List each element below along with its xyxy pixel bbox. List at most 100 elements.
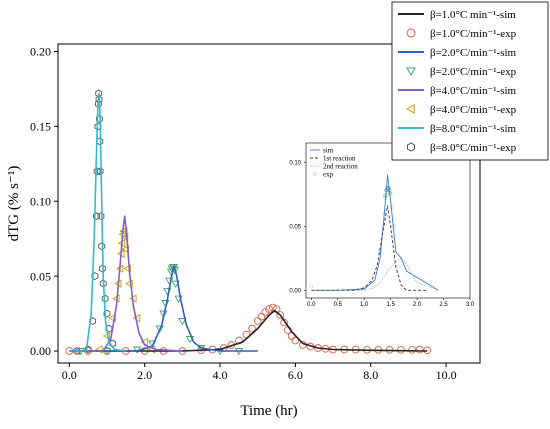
- inset-series-3-point: [309, 284, 314, 289]
- main-series-7-point: [93, 167, 101, 176]
- inset-series-1-line: [311, 205, 428, 291]
- legend-label: β=8.0°C/min⁻¹-sim: [430, 123, 517, 135]
- main-series-7-point: [96, 167, 104, 176]
- main-series-1-point: [291, 336, 300, 345]
- inset-legend-item: 2nd reaction: [310, 162, 358, 170]
- legend-swatch-marker: [405, 104, 415, 114]
- inset-background: [305, 142, 471, 299]
- main-series-4-line: [69, 215, 183, 352]
- legend-box: [391, 1, 549, 161]
- main-series-7-point: [73, 347, 81, 355]
- main-x-tick-label: 2.0: [137, 368, 152, 382]
- inset-y-tick-label: 0.00: [289, 288, 301, 294]
- main-y-tick-label: 0.00: [30, 344, 51, 358]
- main-series-7-point: [98, 242, 106, 251]
- legend-item: β=8.0°C/min⁻¹-sim: [398, 123, 517, 135]
- main-x-tick-label: 8.0: [363, 368, 378, 382]
- main-series-3-point: [185, 336, 195, 344]
- inset-legend-label: exp: [323, 170, 334, 178]
- inset-series-2-line: [311, 257, 439, 291]
- inset-x-tick-label: 1.0: [360, 302, 369, 308]
- legend-item: β=1.0°C/min⁻¹-exp: [406, 28, 517, 40]
- main-series-5-point: [108, 313, 116, 323]
- main-series-7-point: [103, 309, 111, 318]
- main-series-1-point: [397, 345, 405, 354]
- legend-item: β=8.0°C/min⁻¹-exp: [407, 142, 517, 154]
- main-series-3-point: [178, 318, 187, 326]
- main-series-5-point: [123, 264, 131, 273]
- inset-x-tick-label: 3.0: [466, 302, 475, 308]
- main-series-1-point: [257, 312, 266, 321]
- inset-series-0-line: [311, 174, 439, 291]
- main-plot-area: [65, 89, 432, 356]
- legend-label: β=2.0°C/min⁻¹-exp: [430, 66, 517, 78]
- legend-item: β=4.0°C/min⁻¹-exp: [405, 104, 517, 116]
- legend-item: β=1.0°C min⁻¹-sim: [398, 9, 516, 21]
- main-series-1-point: [276, 311, 285, 319]
- inset-x-tick-label: 2.0: [413, 302, 422, 308]
- inset-series-4-point: [386, 187, 391, 192]
- main-series-1-point: [248, 324, 256, 333]
- legend-label: β=8.0°C/min⁻¹-exp: [430, 142, 517, 154]
- legend-swatch-marker: [407, 142, 415, 152]
- main-series-5-point: [102, 331, 111, 341]
- main-series-7-point: [84, 345, 92, 354]
- legend-label: β=1.0°C/min⁻¹-exp: [430, 28, 517, 40]
- main-series-6-line: [69, 92, 126, 352]
- main-series-1-point: [268, 303, 277, 312]
- inset-legend-item: 1st reaction: [310, 154, 356, 162]
- main-series-1-point: [280, 318, 288, 327]
- y-axis-title: dTG (% s⁻¹): [6, 166, 22, 242]
- legend-item: β=4.0°C/min⁻¹-sim: [398, 85, 517, 97]
- main-series-1-point: [253, 317, 262, 325]
- inset-y-tick-label: 0.10: [289, 160, 301, 166]
- main-series-0-line: [69, 309, 428, 352]
- main-x-tick-label: 4.0: [213, 368, 228, 382]
- legend-item: β=2.0°C/min⁻¹-exp: [406, 66, 517, 78]
- main-y-tick-label: 0.05: [30, 269, 51, 283]
- inset-legend-label: sim: [323, 146, 334, 154]
- legend-label: β=4.0°C/min⁻¹-exp: [430, 104, 517, 116]
- main-series-7-point: [93, 212, 100, 221]
- legend-label: β=2.0°C/min⁻¹-sim: [430, 47, 517, 59]
- main-y-tick-label: 0.10: [30, 194, 51, 208]
- main-series-5-point: [125, 279, 133, 288]
- main-series-5-point: [120, 233, 129, 242]
- main-y-tick-label: 0.20: [30, 45, 51, 59]
- main-series-7-point: [96, 114, 103, 123]
- main-series-3-point: [155, 325, 164, 333]
- main-plot-frame: [57, 43, 481, 364]
- inset-legend-swatch: [313, 172, 317, 176]
- legend-swatch-marker: [406, 67, 416, 77]
- main-plot: 0.0 2.0 4.0 6.0 8.0 10.0 0.00 0.05 0.10 0.15 0.20: [30, 43, 481, 382]
- inset-x-tick-label: 1.5: [386, 302, 395, 308]
- main-y-tick-label: 0.15: [30, 120, 51, 134]
- inset-x-tick-label: 0.0: [307, 302, 316, 308]
- inset-legend-item: sim: [310, 146, 334, 154]
- main-x-tick-label: 6.0: [288, 368, 303, 382]
- legend-swatch-marker: [406, 28, 416, 38]
- inset-plot-frame: [305, 142, 471, 299]
- main-x-tick-label: 10.0: [436, 368, 457, 382]
- inset-y-tick-label: 0.05: [289, 224, 301, 230]
- inset-legend-label: 1st reaction: [323, 154, 356, 162]
- main-series-5-point: [112, 294, 120, 303]
- x-axis-title: Time (hr): [240, 403, 297, 419]
- legend: β=1.0°C min⁻¹-sim β=1.0°C/min⁻¹-exp β=2.0°…: [391, 1, 549, 161]
- main-series-7-point: [97, 212, 105, 221]
- main-series-3-point: [159, 310, 168, 318]
- main-series-2-line: [69, 264, 258, 352]
- main-x-tick-label: 0.0: [62, 368, 77, 382]
- inset-plot-area: [309, 174, 439, 291]
- inset-legend-label: 2nd reaction: [323, 162, 358, 170]
- legend-label: β=1.0°C min⁻¹-sim: [430, 9, 516, 21]
- main-series-1-point: [408, 345, 417, 354]
- legend-item: β=2.0°C/min⁻¹-sim: [398, 47, 517, 59]
- inset-legend-item: exp: [313, 170, 334, 178]
- legend-label: β=4.0°C/min⁻¹-sim: [430, 85, 517, 97]
- inset-x-tick-label: 0.5: [334, 302, 343, 308]
- inset-x-tick-label: 2.5: [439, 302, 448, 308]
- main-series-1-point: [265, 305, 273, 313]
